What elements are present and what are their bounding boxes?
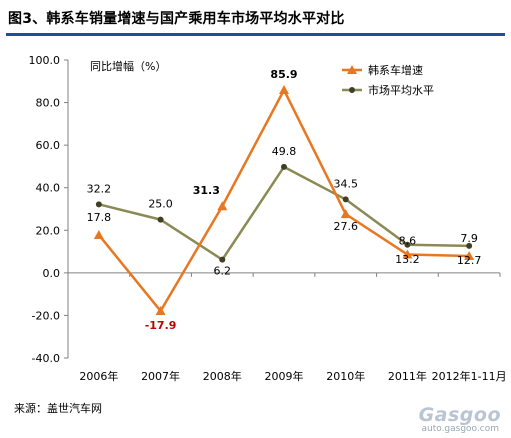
legend-marker-korean-growth <box>347 65 357 74</box>
data-label-korean-growth: 17.8 <box>87 211 112 224</box>
data-label-market-average: 6.2 <box>214 265 232 278</box>
x-tick-label: 2010年 <box>326 369 365 383</box>
data-label-korean-growth: 27.6 <box>333 220 358 233</box>
y-tick-label: 60.0 <box>36 139 61 152</box>
y-tick-label: -20.0 <box>32 309 60 322</box>
data-point-korean-growth <box>155 305 166 315</box>
x-tick-label: 2011年 <box>388 369 427 383</box>
data-point-korean-growth <box>217 201 228 211</box>
watermark-url: auto.gasgoo.com <box>421 424 499 434</box>
source-note: 来源：盖世汽车网 <box>14 402 102 415</box>
y-tick-label: 0.0 <box>43 267 61 280</box>
data-label-korean-growth: -17.9 <box>145 319 177 332</box>
y-tick-label: 100.0 <box>29 54 61 67</box>
data-point-korean-growth <box>402 249 413 259</box>
data-label-korean-growth: 31.3 <box>193 184 220 197</box>
watermark-logo: Gasgoo <box>418 404 501 426</box>
legend-label-market-average: 市场平均水平 <box>368 83 434 97</box>
y-axis-label: 同比增幅（%） <box>90 59 166 73</box>
data-point-market-average <box>466 242 473 249</box>
chart-title: 图3、韩系车销量增速与国产乘用车市场平均水平对比 <box>8 11 345 27</box>
y-tick-label: -40.0 <box>32 352 60 365</box>
data-label-market-average: 25.0 <box>148 198 173 211</box>
gasgoo-watermark: Gasgoo auto.gasgoo.com <box>397 400 501 434</box>
x-tick-label: 2008年 <box>203 369 242 383</box>
x-tick-label: 2006年 <box>79 369 118 383</box>
y-tick-label: 80.0 <box>36 97 61 110</box>
data-label-market-average: 32.2 <box>87 182 112 195</box>
data-label-market-average: 13.2 <box>395 253 420 266</box>
data-point-market-average <box>281 163 287 170</box>
data-point-market-average <box>95 201 102 208</box>
data-label-korean-growth: 7.9 <box>460 232 478 245</box>
legend-label-korean-growth: 韩系车增速 <box>368 63 423 77</box>
data-label-korean-growth: 85.9 <box>270 68 297 81</box>
data-point-korean-growth <box>279 85 289 95</box>
y-tick-label: 40.0 <box>36 182 61 195</box>
legend-marker-market-average <box>349 87 355 93</box>
title-underline <box>6 33 505 36</box>
data-point-market-average <box>342 196 349 203</box>
y-tick-label: 20.0 <box>36 224 61 237</box>
data-point-market-average <box>157 216 164 223</box>
data-label-korean-growth: 8.6 <box>399 235 417 248</box>
data-label-market-average: 49.8 <box>272 145 297 158</box>
data-point-korean-growth <box>464 251 475 261</box>
x-tick-label: 2009年 <box>265 369 304 383</box>
x-tick-label: 2007年 <box>141 369 180 383</box>
data-point-korean-growth <box>93 229 104 239</box>
data-label-market-average: 12.7 <box>457 254 482 267</box>
data-point-market-average <box>219 256 226 263</box>
x-tick-label: 2012年1-11月 <box>432 369 507 383</box>
data-point-market-average <box>404 241 411 248</box>
data-label-market-average: 34.5 <box>333 177 358 190</box>
data-point-korean-growth <box>340 209 351 219</box>
